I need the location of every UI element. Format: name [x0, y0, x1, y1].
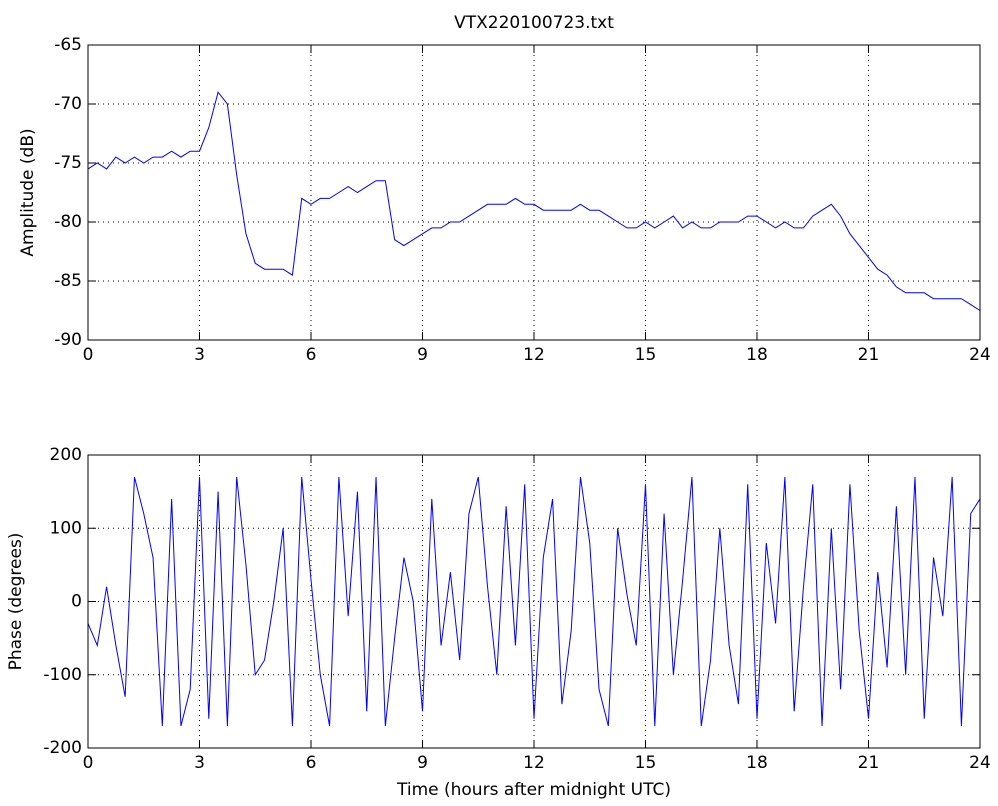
axes-box	[87, 44, 981, 341]
x-tick-label: 24	[969, 753, 991, 773]
y-tick-label: 100	[50, 518, 82, 538]
axes-box	[87, 454, 981, 749]
y-tick-label: -80	[54, 212, 82, 232]
x-tick-label: 12	[523, 345, 545, 365]
x-tick-label: 3	[194, 345, 205, 365]
x-tick-label: 9	[417, 345, 428, 365]
x-tick-label: 18	[746, 753, 768, 773]
y-tick-label: -70	[54, 94, 82, 114]
y-tick-label: -75	[54, 153, 82, 173]
y-axis-label: Amplitude (dB)	[18, 128, 38, 256]
y-tick-label: -100	[43, 665, 82, 685]
y-tick-label: -65	[54, 35, 82, 55]
data-line	[87, 476, 981, 727]
x-tick-label: 9	[417, 753, 428, 773]
x-tick-label: 18	[746, 345, 768, 365]
x-tick-label: 15	[635, 345, 657, 365]
y-tick-label: -200	[43, 738, 82, 758]
x-tick-label: 6	[306, 345, 317, 365]
x-tick-label: 0	[83, 345, 94, 365]
chart-title: VTX220100723.txt	[454, 13, 614, 33]
x-tick-label: 12	[523, 753, 545, 773]
x-tick-label: 24	[969, 345, 991, 365]
y-axis-label: Phase (degrees)	[6, 533, 26, 671]
x-tick-label: 21	[858, 753, 880, 773]
x-axis-label: Time (hours after midnight UTC)	[396, 780, 671, 800]
y-tick-label: 0	[71, 592, 82, 612]
x-tick-label: 0	[83, 753, 94, 773]
y-tick-label: -90	[54, 330, 82, 350]
data-line	[87, 91, 981, 311]
x-tick-label: 21	[858, 345, 880, 365]
x-tick-label: 3	[194, 753, 205, 773]
x-tick-label: 15	[635, 753, 657, 773]
y-tick-label: 200	[50, 445, 82, 465]
y-tick-label: -85	[54, 271, 82, 291]
x-tick-label: 6	[306, 753, 317, 773]
